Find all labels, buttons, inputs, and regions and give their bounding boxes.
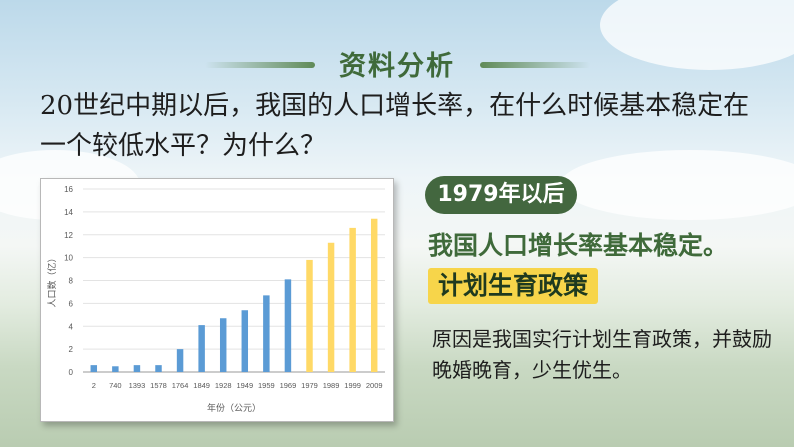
bar	[176, 349, 184, 372]
population-bar-chart: 0 2 4 6 8 10 12 14 16 2 740 1393 1578 1764 1849 1928 194…	[46, 185, 385, 414]
bar	[284, 279, 292, 372]
bar	[263, 295, 270, 372]
question-text: 20世纪中期以后，我国的人口增长率，在什么时候基本稳定在一个较低水平？为什么？	[40, 91, 750, 161]
title-decor-line-left	[205, 62, 315, 68]
title-decor-line-right	[480, 62, 590, 68]
bar	[198, 325, 205, 372]
bar	[370, 218, 378, 372]
y-tick-label: 4	[69, 322, 74, 331]
x-tick-label: 1959	[258, 381, 275, 390]
x-tick-label: 1928	[215, 381, 232, 390]
x-tick-label: 1989	[323, 381, 340, 390]
x-tick-label: 1999	[344, 381, 361, 390]
x-tick-label: 1849	[193, 381, 210, 390]
bar	[349, 227, 356, 372]
x-tick-label: 1949	[236, 381, 253, 390]
bar	[219, 318, 227, 372]
x-tick-label: 740	[109, 381, 122, 390]
year-badge: 1979年以后	[425, 176, 577, 214]
x-tick-label: 1393	[129, 381, 146, 390]
bar	[155, 365, 162, 372]
x-tick-label: 2	[92, 381, 96, 390]
reason-text: 原因是我国实行计划生育政策，并鼓励晚婚晚育，少生优生。	[432, 327, 772, 382]
x-tick-label: 1578	[150, 381, 167, 390]
bar	[241, 310, 249, 372]
bar	[112, 366, 119, 372]
bar	[133, 365, 141, 372]
y-tick-label: 10	[64, 254, 73, 263]
x-tick-label: 1979	[301, 381, 318, 390]
y-tick-label: 8	[69, 277, 74, 286]
cloud-decoration	[560, 150, 794, 220]
x-axis-label: 年份（公元）	[207, 402, 261, 414]
y-axis-label: 人口数（亿）	[46, 253, 58, 307]
y-tick-label: 2	[69, 345, 74, 354]
x-tick-label: 2009	[366, 381, 383, 390]
bar	[306, 259, 313, 372]
page-title: 资料分析	[339, 51, 455, 82]
y-tick-label: 14	[64, 208, 73, 217]
y-tick-label: 12	[64, 231, 73, 240]
y-tick-label: 0	[69, 368, 74, 377]
bar	[327, 242, 335, 372]
population-chart: 0 2 4 6 8 10 12 14 16 2 740 1393 1578 1764 1849 1928 194…	[40, 178, 394, 422]
y-tick-label: 6	[69, 299, 74, 308]
bar	[90, 365, 98, 372]
stable-statement: 我国人口增长率基本稳定。	[428, 231, 729, 260]
slide-title: 资料分析	[0, 22, 794, 82]
x-tick-label: 1764	[172, 381, 189, 390]
policy-highlight: 计划生育政策	[428, 268, 599, 304]
y-tick-label: 16	[64, 185, 73, 194]
x-tick-label: 1969	[280, 381, 297, 390]
